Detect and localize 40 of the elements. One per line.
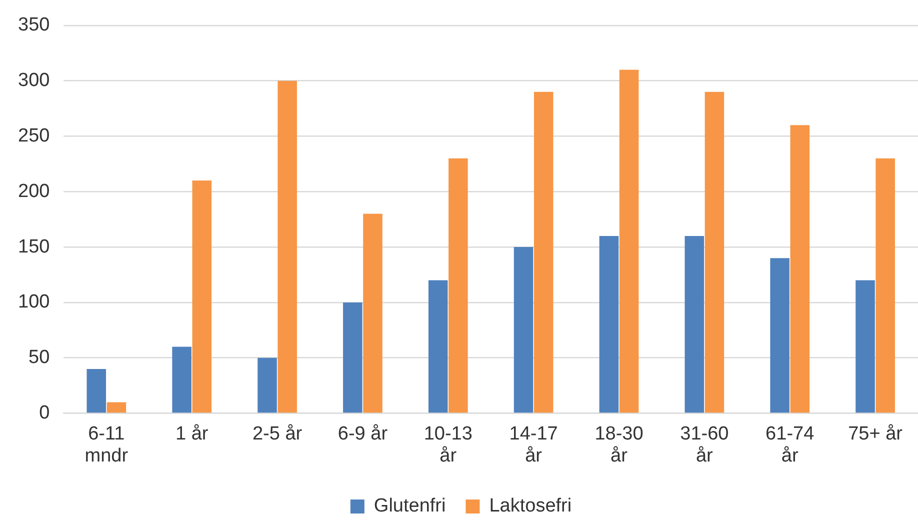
bar — [599, 236, 619, 413]
legend-label: Glutenfri — [374, 496, 446, 517]
x-tick-label: 2-5 år — [252, 423, 303, 444]
y-tick-label: 250 — [18, 125, 50, 146]
bar — [106, 402, 126, 413]
y-tick-label: 300 — [18, 70, 50, 92]
x-tick-label: 10-13 år — [424, 423, 472, 466]
bar — [684, 236, 704, 413]
y-tick-label: 200 — [18, 180, 50, 202]
bar — [534, 92, 554, 413]
x-tick-label: 6-9 år — [338, 423, 388, 444]
bar — [856, 280, 875, 413]
bar — [363, 214, 382, 413]
bar — [770, 258, 790, 413]
bar — [343, 302, 362, 413]
bar — [448, 158, 468, 413]
bar — [876, 158, 895, 413]
bar — [86, 368, 106, 413]
bar — [192, 180, 212, 413]
y-tick-label: 100 — [18, 292, 50, 313]
x-tick-label: 6-11 mndr — [84, 423, 129, 466]
bar — [258, 358, 277, 413]
x-tick-label: 14-17 år — [509, 423, 558, 466]
bar — [278, 80, 297, 413]
x-tick-label: 18-30 år — [594, 423, 644, 466]
x-tick-label: 31-60 år — [680, 423, 729, 466]
y-tick-label: 50 — [28, 347, 50, 368]
bar — [790, 125, 810, 413]
y-tick-label: 350 — [18, 14, 50, 36]
bar — [428, 280, 448, 413]
bar — [514, 247, 534, 413]
x-tick-label: 75+ år — [848, 423, 904, 444]
y-tick-label: 150 — [18, 236, 50, 258]
bar — [172, 346, 192, 413]
bar — [704, 92, 724, 413]
bar — [619, 70, 639, 413]
x-tick-label: 61-74 år — [766, 423, 815, 466]
x-tick-label: 1 år — [175, 423, 209, 444]
y-tick-label: 0 — [39, 402, 50, 424]
legend-label: Laktosefri — [489, 496, 572, 517]
